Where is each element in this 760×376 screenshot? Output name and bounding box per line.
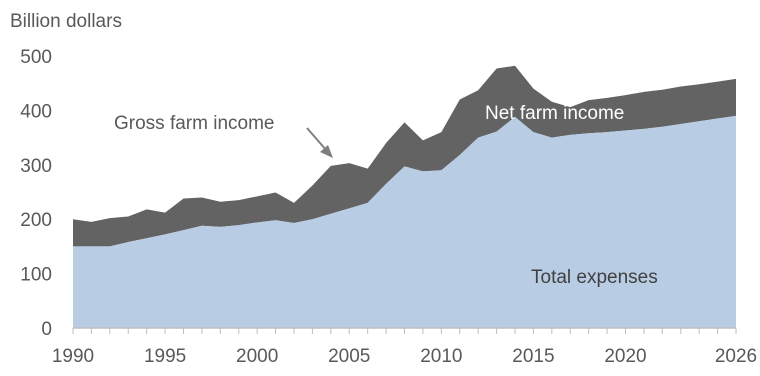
y-ticks: 0 100 200 300 400 500	[20, 47, 52, 340]
gross-income-arrow-head	[320, 145, 333, 158]
y-tick-label: 400	[20, 101, 52, 122]
y-axis-label: Billion dollars	[10, 11, 122, 32]
gross-income-arrow-line	[306, 127, 328, 152]
total-expenses-area	[73, 115, 736, 328]
y-tick-label: 100	[20, 265, 52, 286]
net-farm-income-area	[73, 65, 736, 247]
gross-income-label: Gross farm income	[114, 113, 274, 134]
x-tick-label: 1995	[144, 346, 186, 367]
x-tick-label: 2010	[420, 346, 462, 367]
x-tick-label: 1990	[52, 346, 94, 367]
net-income-label: Net farm income	[485, 103, 624, 124]
total-expenses-label: Total expenses	[531, 267, 658, 288]
axes-layer	[72, 327, 737, 334]
x-tick-label: 2020	[604, 346, 646, 367]
x-ticks: 1990 1995 2000 2005 2010 2015 2020 2026	[52, 346, 757, 367]
x-tick-label: 2005	[328, 346, 370, 367]
areas-layer	[73, 65, 736, 328]
y-tick-label: 300	[20, 156, 52, 177]
y-tick-label: 500	[20, 47, 52, 68]
y-tick-label: 200	[20, 210, 52, 231]
x-tick-label: 2015	[512, 346, 554, 367]
x-tick-label: 2026	[715, 346, 757, 367]
y-tick-label: 0	[41, 319, 52, 340]
x-tick-label: 2000	[236, 346, 278, 367]
